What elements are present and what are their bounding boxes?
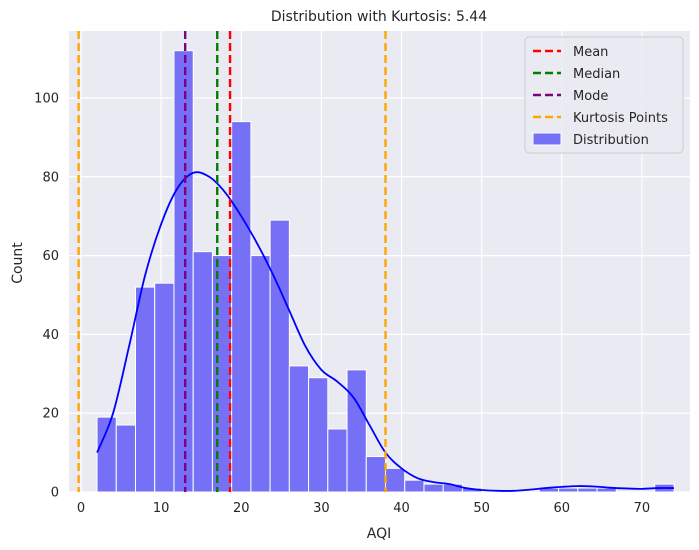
histogram-bar xyxy=(115,424,137,493)
histogram-bar xyxy=(211,255,233,493)
histogram-bar xyxy=(96,416,117,493)
y-tick-label: 80 xyxy=(42,170,59,185)
y-axis-label: Count xyxy=(10,242,26,284)
x-tick-label: 60 xyxy=(554,501,571,516)
y-tick-labels: 0 20 40 60 80 100 xyxy=(34,91,59,500)
histogram-bar xyxy=(558,487,579,493)
histogram-bar xyxy=(327,428,348,493)
histogram-bar xyxy=(135,286,156,493)
y-tick-label: 20 xyxy=(42,407,59,422)
x-tick-label: 40 xyxy=(393,501,410,516)
histogram-bar xyxy=(404,479,425,493)
x-tick-label: 50 xyxy=(473,501,490,516)
legend-swatch xyxy=(532,132,562,146)
grid-lines xyxy=(69,31,690,493)
x-axis-label: AQI xyxy=(367,526,391,542)
legend-label: Kurtosis Points xyxy=(573,111,668,126)
histogram-bars xyxy=(96,50,675,493)
legend: Mean Median Mode Kurtosis Points Distributio… xyxy=(524,36,684,154)
histogram-bar xyxy=(173,50,194,493)
x-tick-labels: 0 10 20 30 40 50 60 70 xyxy=(77,501,650,516)
histogram-bar xyxy=(308,377,329,493)
x-tick-label: 30 xyxy=(313,501,330,516)
histogram-bar xyxy=(231,121,252,493)
x-tick-label: 70 xyxy=(634,501,651,516)
x-tick-label: 10 xyxy=(153,501,170,516)
histogram-bar xyxy=(154,282,175,493)
y-tick-label: 40 xyxy=(42,328,59,343)
x-tick-label: 20 xyxy=(233,501,250,516)
y-tick-label: 0 xyxy=(51,486,59,501)
legend-label: Median xyxy=(573,67,620,82)
histogram-bar xyxy=(250,255,271,493)
histogram-bar xyxy=(288,365,310,493)
legend-label: Mean xyxy=(573,45,608,60)
x-tick-label: 0 xyxy=(77,501,85,516)
histogram-bar xyxy=(192,251,213,493)
y-tick-label: 60 xyxy=(42,249,59,264)
histogram-bar xyxy=(423,483,444,493)
histogram-bar xyxy=(346,369,367,493)
chart-title: Distribution with Kurtosis: 5.44 xyxy=(271,9,487,25)
histogram-bar xyxy=(385,467,406,493)
legend-label: Mode xyxy=(573,89,608,104)
y-tick-label: 100 xyxy=(34,91,59,106)
histogram-bar xyxy=(269,219,290,493)
legend-label: Distribution xyxy=(573,133,649,148)
histogram-bar xyxy=(365,456,387,493)
histogram-bar xyxy=(577,487,598,493)
legend-box xyxy=(524,36,684,154)
reference-lines xyxy=(77,31,387,492)
